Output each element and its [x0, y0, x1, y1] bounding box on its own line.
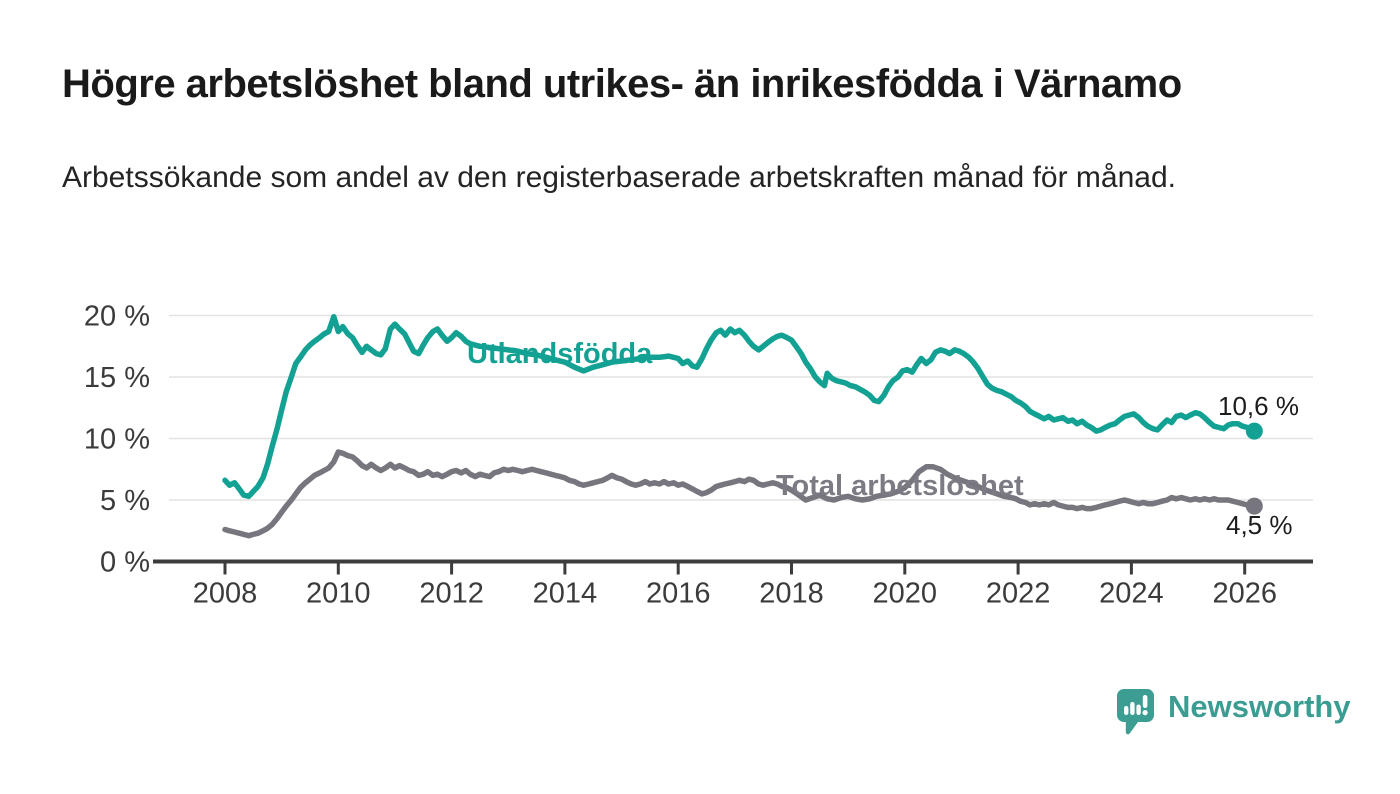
y-tick-label-0: 0 % — [100, 547, 150, 579]
x-tick-label-2020: 2020 — [873, 578, 938, 610]
logo-bubble-shape — [1117, 689, 1154, 735]
x-tick-label-2012: 2012 — [419, 578, 484, 610]
x-tick-label-2008: 2008 — [193, 578, 258, 610]
series-line-utlandsfodda — [222, 313, 1258, 500]
series-line-total-arbetsloshet — [222, 449, 1258, 539]
logo-bar-1 — [1124, 706, 1129, 715]
series-end-dot-total-arbetsloshet — [1245, 497, 1263, 515]
x-tick-label-2024: 2024 — [1099, 578, 1164, 610]
logo-bar-2 — [1130, 702, 1135, 715]
series-label-utlandsfodda: Utlandsfödda — [467, 338, 653, 370]
newsworthy-logo-icon — [1117, 689, 1154, 735]
end-value-label-utlandsfodda: 10,6 % — [1218, 391, 1299, 421]
x-tick-label-2016: 2016 — [646, 578, 711, 610]
x-tick-label-2026: 2026 — [1212, 578, 1277, 610]
page-title: Högre arbetslöshet bland utrikes- än inr… — [62, 62, 1182, 106]
y-tick-label-10: 10 % — [84, 424, 150, 456]
logo-exclamation-dot — [1142, 710, 1148, 716]
logo-bar-3 — [1136, 704, 1141, 715]
x-tick-label-2022: 2022 — [986, 578, 1051, 610]
x-tick-label-2010: 2010 — [306, 578, 371, 610]
logo-exclamation-stem — [1142, 695, 1148, 708]
y-tick-label-5: 5 % — [100, 485, 150, 517]
x-tick-label-2018: 2018 — [759, 578, 824, 610]
newsworthy-logo[interactable]: Newsworthy — [1117, 689, 1351, 737]
y-tick-label-20: 20 % — [84, 301, 150, 333]
y-tick-label-15: 15 % — [84, 362, 150, 394]
series-end-dot-utlandsfodda — [1245, 422, 1263, 440]
x-tick-label-2014: 2014 — [533, 578, 598, 610]
newsworthy-logo-text: Newsworthy — [1168, 689, 1351, 724]
end-value-label-total: 4,5 % — [1226, 510, 1293, 540]
series-label-total-arbetsloshet: Total arbetslöshet — [776, 470, 1024, 502]
chart-subtitle: Arbetssökande som andel av den registerb… — [62, 161, 1176, 194]
